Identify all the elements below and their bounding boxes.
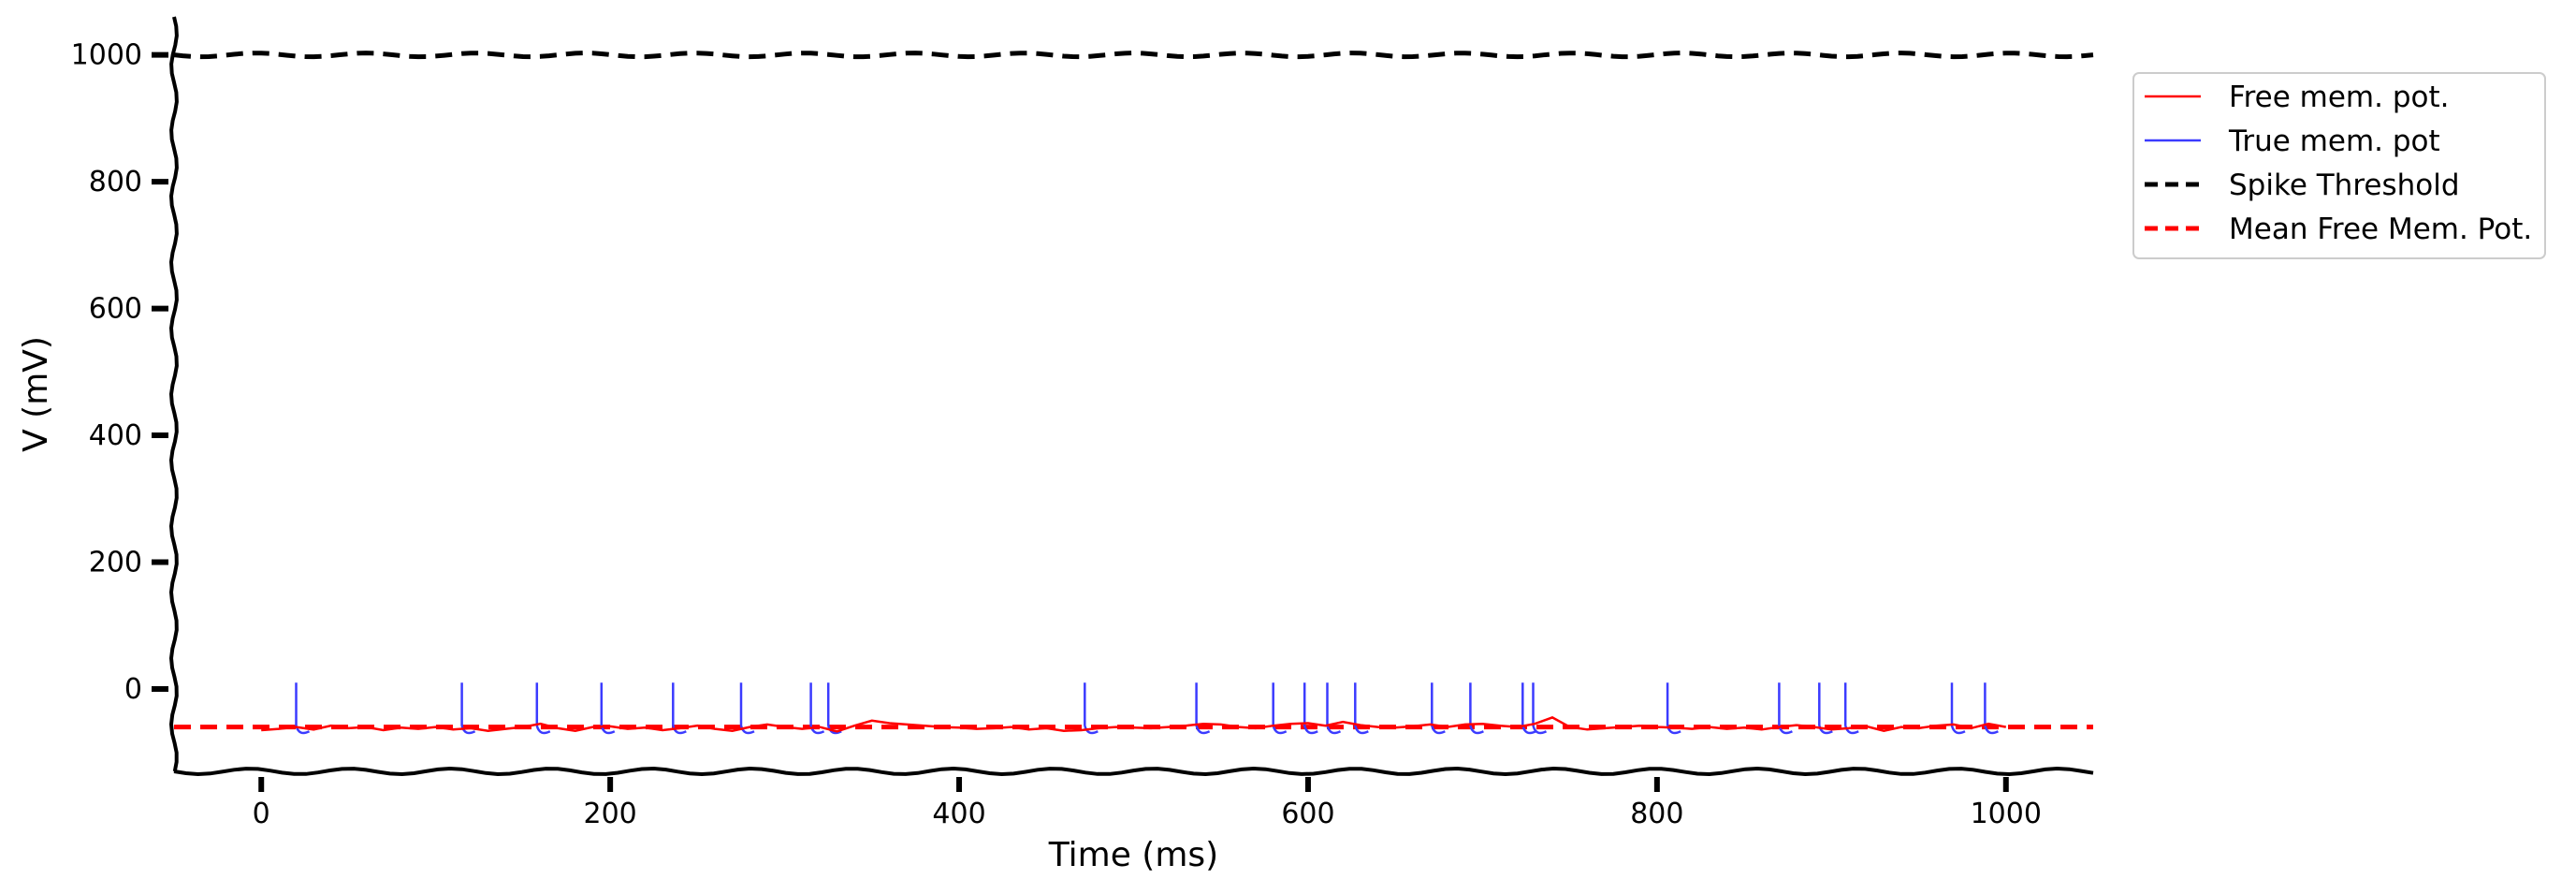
y-tick-label: 600 [89, 293, 142, 326]
legend-label-mean-free-mem-pot: Mean Free Mem. Pot. [2229, 213, 2532, 246]
legend-label-true-mem-pot: True mem. pot [2228, 125, 2440, 158]
true-mem-pot-spike [1532, 682, 1548, 735]
y-tick-label: 800 [89, 166, 142, 198]
y-tick-label: 200 [89, 546, 142, 579]
legend-label-spike-threshold: Spike Threshold [2229, 169, 2460, 202]
plot-area [173, 51, 2094, 735]
true-mem-pot-spike [1354, 682, 1369, 735]
x-tick-label: 800 [1630, 798, 1683, 830]
true-mem-pot-spike [1469, 682, 1484, 735]
x-tick-label: 0 [253, 798, 270, 830]
y-axis-line [168, 16, 179, 772]
true-mem-pot-spike [1521, 682, 1536, 735]
true-mem-pot-spike [1272, 682, 1288, 735]
true-mem-pot-spike [739, 682, 755, 735]
x-tick-label: 200 [584, 798, 637, 830]
true-mem-pot-spike [1431, 682, 1446, 735]
x-axis-line [173, 766, 2094, 777]
y-tick-label: 0 [124, 673, 142, 706]
y-tick-label: 1000 [71, 39, 142, 72]
axis-ticks: 0 200 400 600 800 1000 0 200 400 600 800 1000 [71, 39, 2042, 830]
x-tick-label: 600 [1281, 798, 1334, 830]
true-mem-pot-spike [1084, 682, 1099, 735]
true-mem-pot-spike [826, 682, 842, 735]
y-axis-label: V (mV) [17, 336, 55, 452]
y-tick-label: 400 [89, 419, 142, 452]
legend-label-free-mem-pot: Free mem. pot. [2229, 81, 2449, 114]
true-mem-pot-spike [1303, 682, 1318, 735]
axes [168, 16, 2094, 777]
spike-threshold-line [173, 51, 2094, 60]
true-mem-pot-spike [1984, 682, 1999, 735]
true-mem-pot-spike [1326, 682, 1342, 735]
true-mem-pot-spike [1950, 682, 1966, 735]
true-mem-pot-spike [460, 682, 476, 735]
true-mem-pot-spike [672, 682, 687, 735]
legend: Free mem. pot. True mem. pot Spike Thres… [2132, 72, 2546, 259]
x-tick-label: 400 [932, 798, 985, 830]
true-mem-pot-spike [1195, 682, 1211, 735]
x-axis-label: Time (ms) [1048, 836, 1218, 874]
free-mem-pot-line [261, 716, 2007, 733]
legend-box [2132, 72, 2546, 259]
x-tick-label: 1000 [1971, 798, 2042, 830]
true-mem-pot-spike [535, 682, 551, 735]
